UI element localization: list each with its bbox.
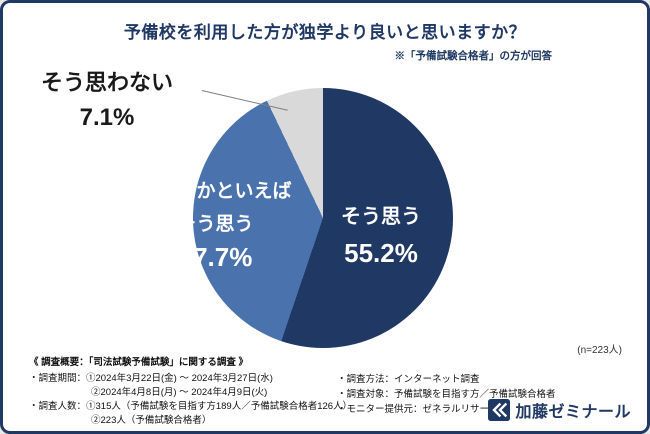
- survey-participants-line-1: ・調査人数：①315人（予備試験を目指す方189人／予備試験合格者126人）: [29, 401, 353, 412]
- sample-size-label: (n=223人): [577, 345, 622, 356]
- survey-participants-line-2: ②223人（予備試験合格者）: [91, 415, 212, 426]
- pie-label-agree-text: そう思う: [341, 206, 421, 228]
- kato-seminar-logo: 加藤ゼミナール: [488, 398, 631, 422]
- survey-method-line: ・調査方法：インターネット調査: [337, 374, 480, 385]
- pie-label-somewhat-agree-text-line1: どちらかといえば: [139, 181, 292, 202]
- survey-details: ・調査方法：インターネット調査 ・調査対象：予備試験を目指す方／予備試験合格者 …: [337, 372, 556, 417]
- pie-label-disagree: そう思わない 7.1%: [38, 65, 176, 132]
- chart-title: 予備校を利用した方が独学より良いと思いますか？: [123, 23, 527, 42]
- survey-period-line-1: ・調査期間：①2024年3月22日(金) ～ 2024年3月27日(水): [29, 373, 273, 384]
- pie-label-disagree-percent: 7.1%: [79, 104, 135, 131]
- respondent-note: ※「予備試験合格者」の方が回答: [394, 50, 553, 62]
- pie-label-agree: そう思う 55.2%: [321, 200, 441, 269]
- survey-monitor-line: ・モニター提供元：ゼネラルリサーチ: [337, 404, 499, 415]
- survey-overview: 《 調査概要：「司法試験予備試験」に関する調査 》 ・調査期間：①2024年3月…: [29, 356, 352, 428]
- pie-label-agree-percent: 55.2%: [344, 238, 418, 268]
- pie-label-somewhat-agree-percent: 37.7%: [178, 242, 253, 272]
- double-chevron-logo-icon: [488, 399, 511, 421]
- kato-seminar-logo-text: 加藤ゼミナール: [515, 404, 631, 421]
- pie-chart: [193, 88, 453, 348]
- survey-target-line: ・調査対象：予備試験を目指す方／予備試験合格者: [337, 389, 556, 400]
- pie-label-somewhat-agree: どちらかといえば そう思う 37.7%: [93, 175, 338, 274]
- pie-label-disagree-text: そう思わない: [40, 70, 173, 95]
- survey-overview-heading: 《 調査概要：「司法試験予備試験」に関する調査 》: [29, 357, 249, 368]
- pie-label-somewhat-agree-text-line2: そう思う: [177, 214, 254, 235]
- survey-period-line-2: ②2024年4月8日(月) ～ 2024年4月9日(火): [91, 387, 268, 398]
